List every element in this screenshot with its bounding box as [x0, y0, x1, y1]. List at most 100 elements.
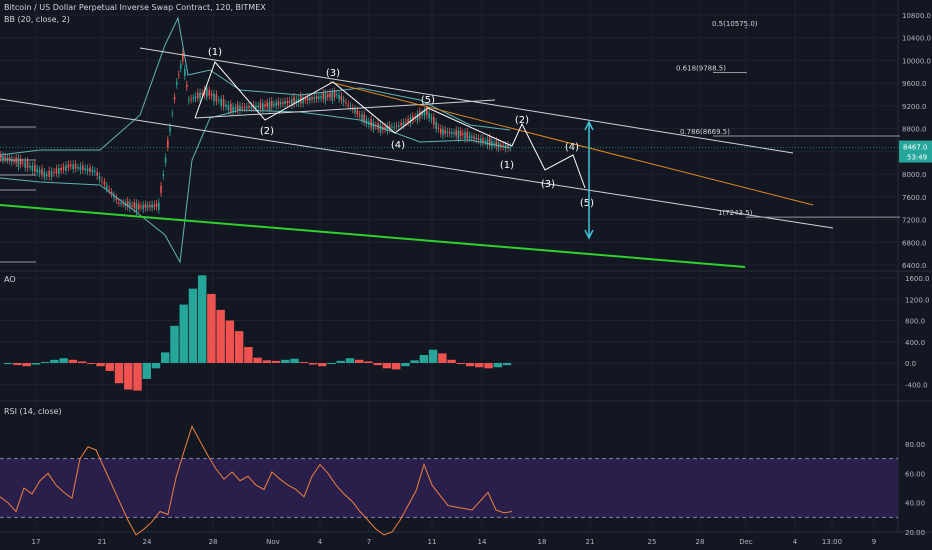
candle-body	[315, 96, 318, 99]
fib-level-label: 0.786(8669.5)	[680, 128, 730, 136]
bb-indicator-label[interactable]: BB (20, close, 2)	[4, 15, 70, 24]
candle-body	[135, 203, 138, 212]
candle-body	[306, 97, 309, 101]
candle-body	[199, 92, 201, 99]
candle-body	[89, 167, 91, 172]
candle-body	[2, 155, 4, 161]
candle-body	[122, 203, 125, 205]
wave-label: (5)	[421, 95, 435, 106]
candle-body	[342, 99, 345, 103]
ao-bar	[318, 363, 327, 367]
ao-tick-label: 0.0	[905, 360, 916, 368]
candle-body	[103, 182, 106, 185]
fib-level-label: 0.618(9788.5)	[676, 64, 726, 72]
candle-body	[457, 130, 460, 139]
candle-body	[491, 140, 493, 147]
candle-body	[26, 161, 29, 168]
candle-body	[453, 132, 455, 134]
price-tick-label: 7200.0	[902, 217, 927, 225]
ao-bar	[197, 275, 207, 363]
wave-label: (4)	[391, 140, 405, 151]
ao-pane-label[interactable]: AO	[4, 275, 16, 284]
candle-body	[464, 132, 466, 140]
bb-upper-band	[0, 16, 511, 156]
candle-body	[77, 167, 79, 169]
ao-bar	[345, 358, 355, 363]
rsi-tick-label: 80.00	[905, 441, 925, 449]
price-badge	[899, 140, 932, 163]
ao-bar	[124, 363, 133, 390]
candle-body	[108, 189, 110, 191]
candle-body	[412, 116, 414, 121]
candle-body	[444, 130, 446, 134]
candle-body	[486, 139, 489, 146]
candle-body	[48, 170, 50, 177]
candle-body	[91, 169, 94, 173]
candle-body	[484, 141, 487, 143]
target-arrow-head-up	[584, 120, 594, 131]
ao-bar	[475, 363, 484, 368]
candle-body	[416, 113, 419, 121]
wave-label: (1)	[500, 160, 514, 171]
candle-body	[340, 95, 343, 101]
candle-body	[188, 99, 190, 101]
rsi-tick-label: 40.00	[905, 500, 925, 508]
ao-bar	[447, 359, 456, 363]
candle-body	[293, 96, 295, 105]
price-tick-label: 7600.0	[902, 194, 927, 202]
candle-body	[435, 122, 437, 130]
candle-body	[24, 161, 26, 168]
wave-label: (2)	[260, 126, 274, 137]
price-tick-label: 6800.0	[902, 239, 927, 247]
ao-tick-label: 800.0	[905, 318, 925, 326]
candle-body	[153, 204, 156, 207]
candle-body	[462, 133, 464, 135]
orange-trendline	[329, 81, 814, 206]
ao-bar	[105, 363, 115, 371]
candle-body	[329, 93, 331, 98]
candle-body	[234, 107, 237, 110]
candle-body	[215, 94, 218, 102]
ao-bar	[327, 363, 336, 365]
candle-body	[402, 122, 405, 126]
candle-body	[220, 99, 222, 107]
price-tick-label: 10000.0	[902, 57, 931, 65]
candle-body	[176, 82, 178, 85]
candle-body	[361, 114, 363, 121]
candle-body	[236, 104, 239, 111]
rsi-pane-label[interactable]: RSI (14, close)	[4, 407, 62, 416]
candle-body	[507, 144, 509, 149]
candle-body	[79, 166, 82, 171]
candle-body	[38, 170, 41, 174]
candle-body	[115, 198, 118, 201]
candle-body	[370, 119, 372, 128]
candle-body	[72, 164, 74, 170]
ao-bar	[96, 363, 105, 367]
support-line	[0, 204, 746, 268]
candle-body	[311, 97, 313, 100]
ao-bar	[465, 363, 475, 367]
triangle-lower-line	[194, 99, 496, 119]
x-tick-label: 28	[696, 538, 705, 546]
ao-bar	[59, 358, 68, 363]
candle-body	[295, 99, 298, 103]
fib-level-label: 0.5(10575.0)	[712, 20, 758, 28]
candle-body	[17, 158, 20, 167]
candle-body	[192, 97, 195, 99]
candle-body	[473, 136, 475, 139]
candle-body	[423, 110, 426, 116]
candle-body	[395, 125, 398, 127]
candle-body	[288, 100, 291, 103]
candle-body	[393, 126, 396, 128]
x-tick-label: 11	[428, 538, 437, 546]
candle-body	[142, 205, 145, 210]
candle-body	[440, 128, 442, 134]
ao-bar	[271, 360, 281, 363]
price-tick-label: 10400.0	[902, 35, 931, 43]
candle-body	[273, 104, 275, 106]
candle-body	[190, 98, 192, 100]
candle-body	[304, 99, 307, 101]
candle-body	[493, 143, 495, 145]
x-tick-label: 17	[32, 538, 41, 546]
